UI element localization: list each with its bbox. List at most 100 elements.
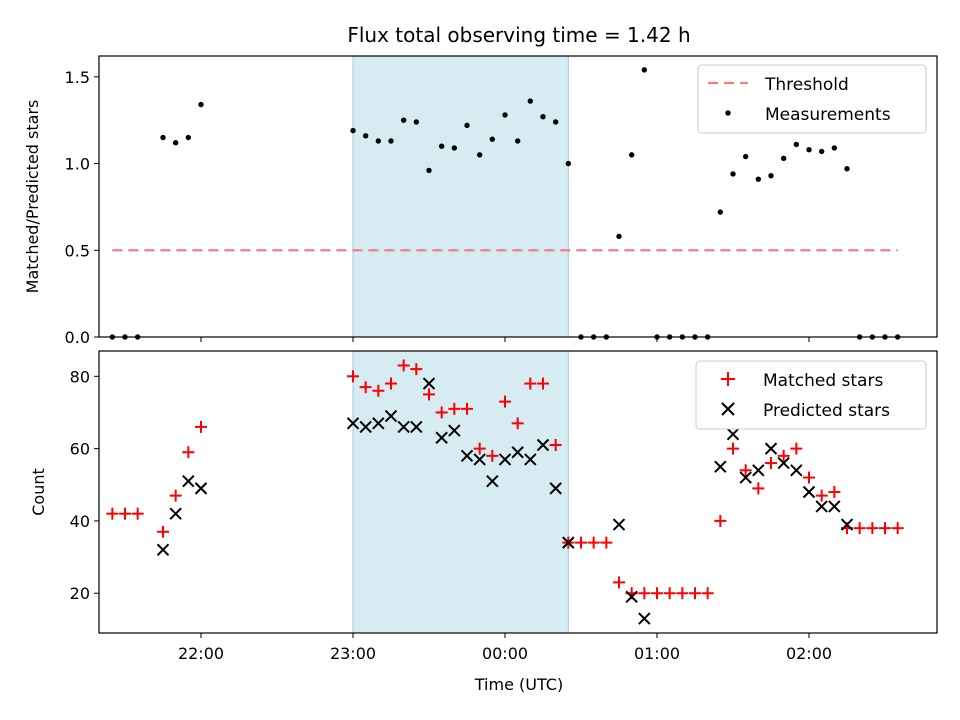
predicted-star-point: [422, 377, 436, 390]
legend-matched-label: Matched stars: [763, 371, 883, 391]
predicted-star-point: [549, 482, 562, 495]
matched-star-point: [777, 449, 790, 462]
legend-measurements-swatch: [725, 110, 731, 116]
count-x-ticks: 22:00 23:00 00:00 01:00 02:00: [178, 633, 832, 663]
matched-star-point: [587, 536, 600, 549]
matched-star-point: [347, 370, 359, 383]
matched-star-point: [119, 507, 131, 520]
matched-star-point: [157, 525, 169, 538]
legend-matched-swatch: [721, 372, 735, 386]
matched-star-point: [131, 507, 144, 520]
legend-predicted-label: Predicted stars: [763, 401, 890, 421]
measurement-point: [172, 140, 179, 146]
legend-measurements-label: Measurements: [765, 105, 891, 125]
predicted-star-point: [372, 417, 385, 430]
y-tick-label: 60: [70, 440, 90, 459]
matched-star-point: [423, 388, 435, 401]
matched-star-point: [410, 363, 423, 376]
matched-star-point: [891, 522, 904, 535]
measurement-point: [768, 172, 774, 179]
y-tick-label: 0.0: [65, 328, 90, 347]
predicted-star-point: [840, 518, 854, 531]
measurement-point: [527, 98, 534, 104]
matched-star-point: [473, 442, 486, 455]
matched-star-point: [651, 587, 663, 600]
count-y-axis-label: Count: [29, 468, 48, 516]
measurement-point: [844, 166, 850, 172]
matched-star-point: [714, 514, 727, 527]
count-points: [106, 359, 904, 625]
predicted-star-point: [828, 500, 841, 513]
y-tick-label: 40: [70, 512, 90, 531]
matched-star-point: [511, 417, 524, 430]
y-tick-label: 1.5: [65, 68, 90, 87]
x-tick-label: 00:00: [482, 644, 528, 663]
measurement-point: [350, 127, 356, 134]
measurement-point: [388, 138, 394, 144]
measurement-point: [818, 148, 825, 155]
y-tick-label: 0.5: [65, 241, 90, 260]
ratio-panel: 0.0 0.5 1.0 1.5 Matched/Predicted stars Thr…: [23, 55, 938, 347]
predicted-star-point: [612, 518, 626, 531]
matched-star-point: [828, 486, 841, 498]
matched-star-point: [689, 587, 701, 600]
matched-star-point: [359, 381, 372, 394]
matched-star-point: [866, 522, 879, 535]
measurement-point: [540, 114, 546, 120]
predicted-star-point: [384, 409, 398, 423]
y-tick-label: 1.0: [65, 155, 90, 174]
matched-star-point: [803, 471, 815, 484]
chart-title: Flux total observing time = 1.42 h: [347, 23, 690, 47]
matched-star-point: [815, 489, 828, 502]
measurement-point: [362, 133, 369, 139]
measurement-point: [489, 136, 496, 142]
observing-window-shade: [352, 55, 569, 338]
matched-star-point: [195, 420, 207, 433]
predicted-star-point: [359, 420, 372, 434]
predicted-star-point: [524, 453, 537, 466]
predicted-star-point: [726, 427, 740, 441]
predicted-star-point: [739, 471, 752, 484]
measurement-point: [198, 101, 204, 108]
matched-star-point: [739, 464, 752, 477]
matched-star-point: [524, 377, 537, 390]
predicted-star-point: [460, 449, 474, 463]
predicted-star-point: [194, 482, 208, 495]
matched-star-point: [448, 402, 461, 415]
measurement-point: [438, 143, 445, 149]
matched-star-point: [537, 377, 549, 390]
matched-star-point: [461, 402, 473, 415]
y-tick-label: 20: [70, 584, 90, 603]
x-tick-label: 23:00: [330, 644, 376, 663]
measurement-point: [502, 112, 508, 118]
measurement-point: [793, 141, 800, 148]
measurement-point: [451, 145, 458, 151]
measurement-point: [755, 176, 762, 182]
matched-star-point: [638, 587, 651, 600]
predicted-star-point: [562, 536, 575, 549]
ratio-legend: Threshold Measurements: [697, 64, 927, 134]
predicted-star-point: [435, 431, 448, 444]
measurement-point: [780, 155, 787, 162]
count-axes-frame: [98, 350, 938, 634]
legend-predicted-swatch: [721, 402, 735, 416]
matched-star-point: [790, 442, 803, 455]
matched-star-point: [613, 576, 625, 589]
matched-star-point: [385, 377, 397, 390]
measurement-point: [426, 167, 432, 174]
measurement-point: [160, 134, 166, 141]
legend-threshold-label: Threshold: [764, 75, 849, 95]
measurement-point: [464, 122, 470, 129]
matched-star-point: [575, 536, 587, 549]
observing-window-shade-lower: [352, 350, 569, 634]
ratio-y-ticks: 0.0 0.5 1.0 1.5: [65, 68, 99, 347]
predicted-star-point: [815, 500, 828, 513]
matched-star-point: [499, 395, 511, 408]
count-y-ticks: 20 40 60 80: [70, 367, 99, 603]
measurement-point: [730, 171, 736, 177]
x-tick-label: 02:00: [786, 644, 832, 663]
predicted-star-point: [169, 507, 182, 520]
predicted-star-point: [156, 543, 170, 557]
measurement-point: [616, 233, 622, 240]
x-tick-label: 22:00: [178, 644, 224, 663]
